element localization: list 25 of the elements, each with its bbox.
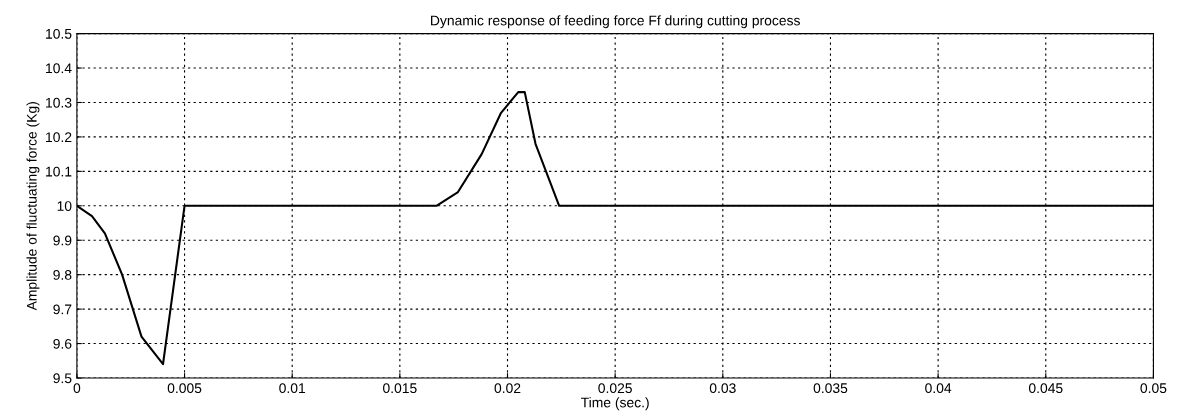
chart-title: Dynamic response of feeding force Ff during cutting process xyxy=(431,15,800,29)
x-tick-label: 0.035 xyxy=(813,383,848,394)
x-tick-label: 0.005 xyxy=(167,383,202,394)
x-tick-label: 0.045 xyxy=(1028,383,1063,394)
x-tick-label: 0.01 xyxy=(279,383,306,394)
y-tick-label: 10.3 xyxy=(46,97,72,108)
x-tick-label: 0 xyxy=(73,383,81,394)
y-tick-label: 10.2 xyxy=(46,132,72,143)
y-tick-label: 9.6 xyxy=(53,338,72,349)
x-tick-label: 0.04 xyxy=(925,383,952,394)
y-tick-label: 10 xyxy=(57,201,72,211)
y-tick-label: 10.5 xyxy=(46,28,72,39)
y-tick-label: 10.1 xyxy=(46,166,72,177)
y-tick-label: 10.4 xyxy=(46,63,72,74)
x-tick-label: 0.03 xyxy=(709,383,736,394)
x-tick-label: 0.015 xyxy=(383,383,417,394)
y-tick-label: 9.8 xyxy=(53,270,72,280)
x-axis-title: Time (sec.) xyxy=(581,397,649,411)
x-tick-label: 0.02 xyxy=(494,383,521,394)
y-tick-label: 9.5 xyxy=(53,373,72,384)
x-tick-label: 0.05 xyxy=(1140,383,1167,394)
y-axis-title: Amplitude of fluctuating force (Kg) xyxy=(26,102,40,311)
y-tick-label: 9.7 xyxy=(53,304,72,315)
y-tick-label: 9.9 xyxy=(53,235,72,246)
x-tick-label: 0.025 xyxy=(598,383,632,394)
